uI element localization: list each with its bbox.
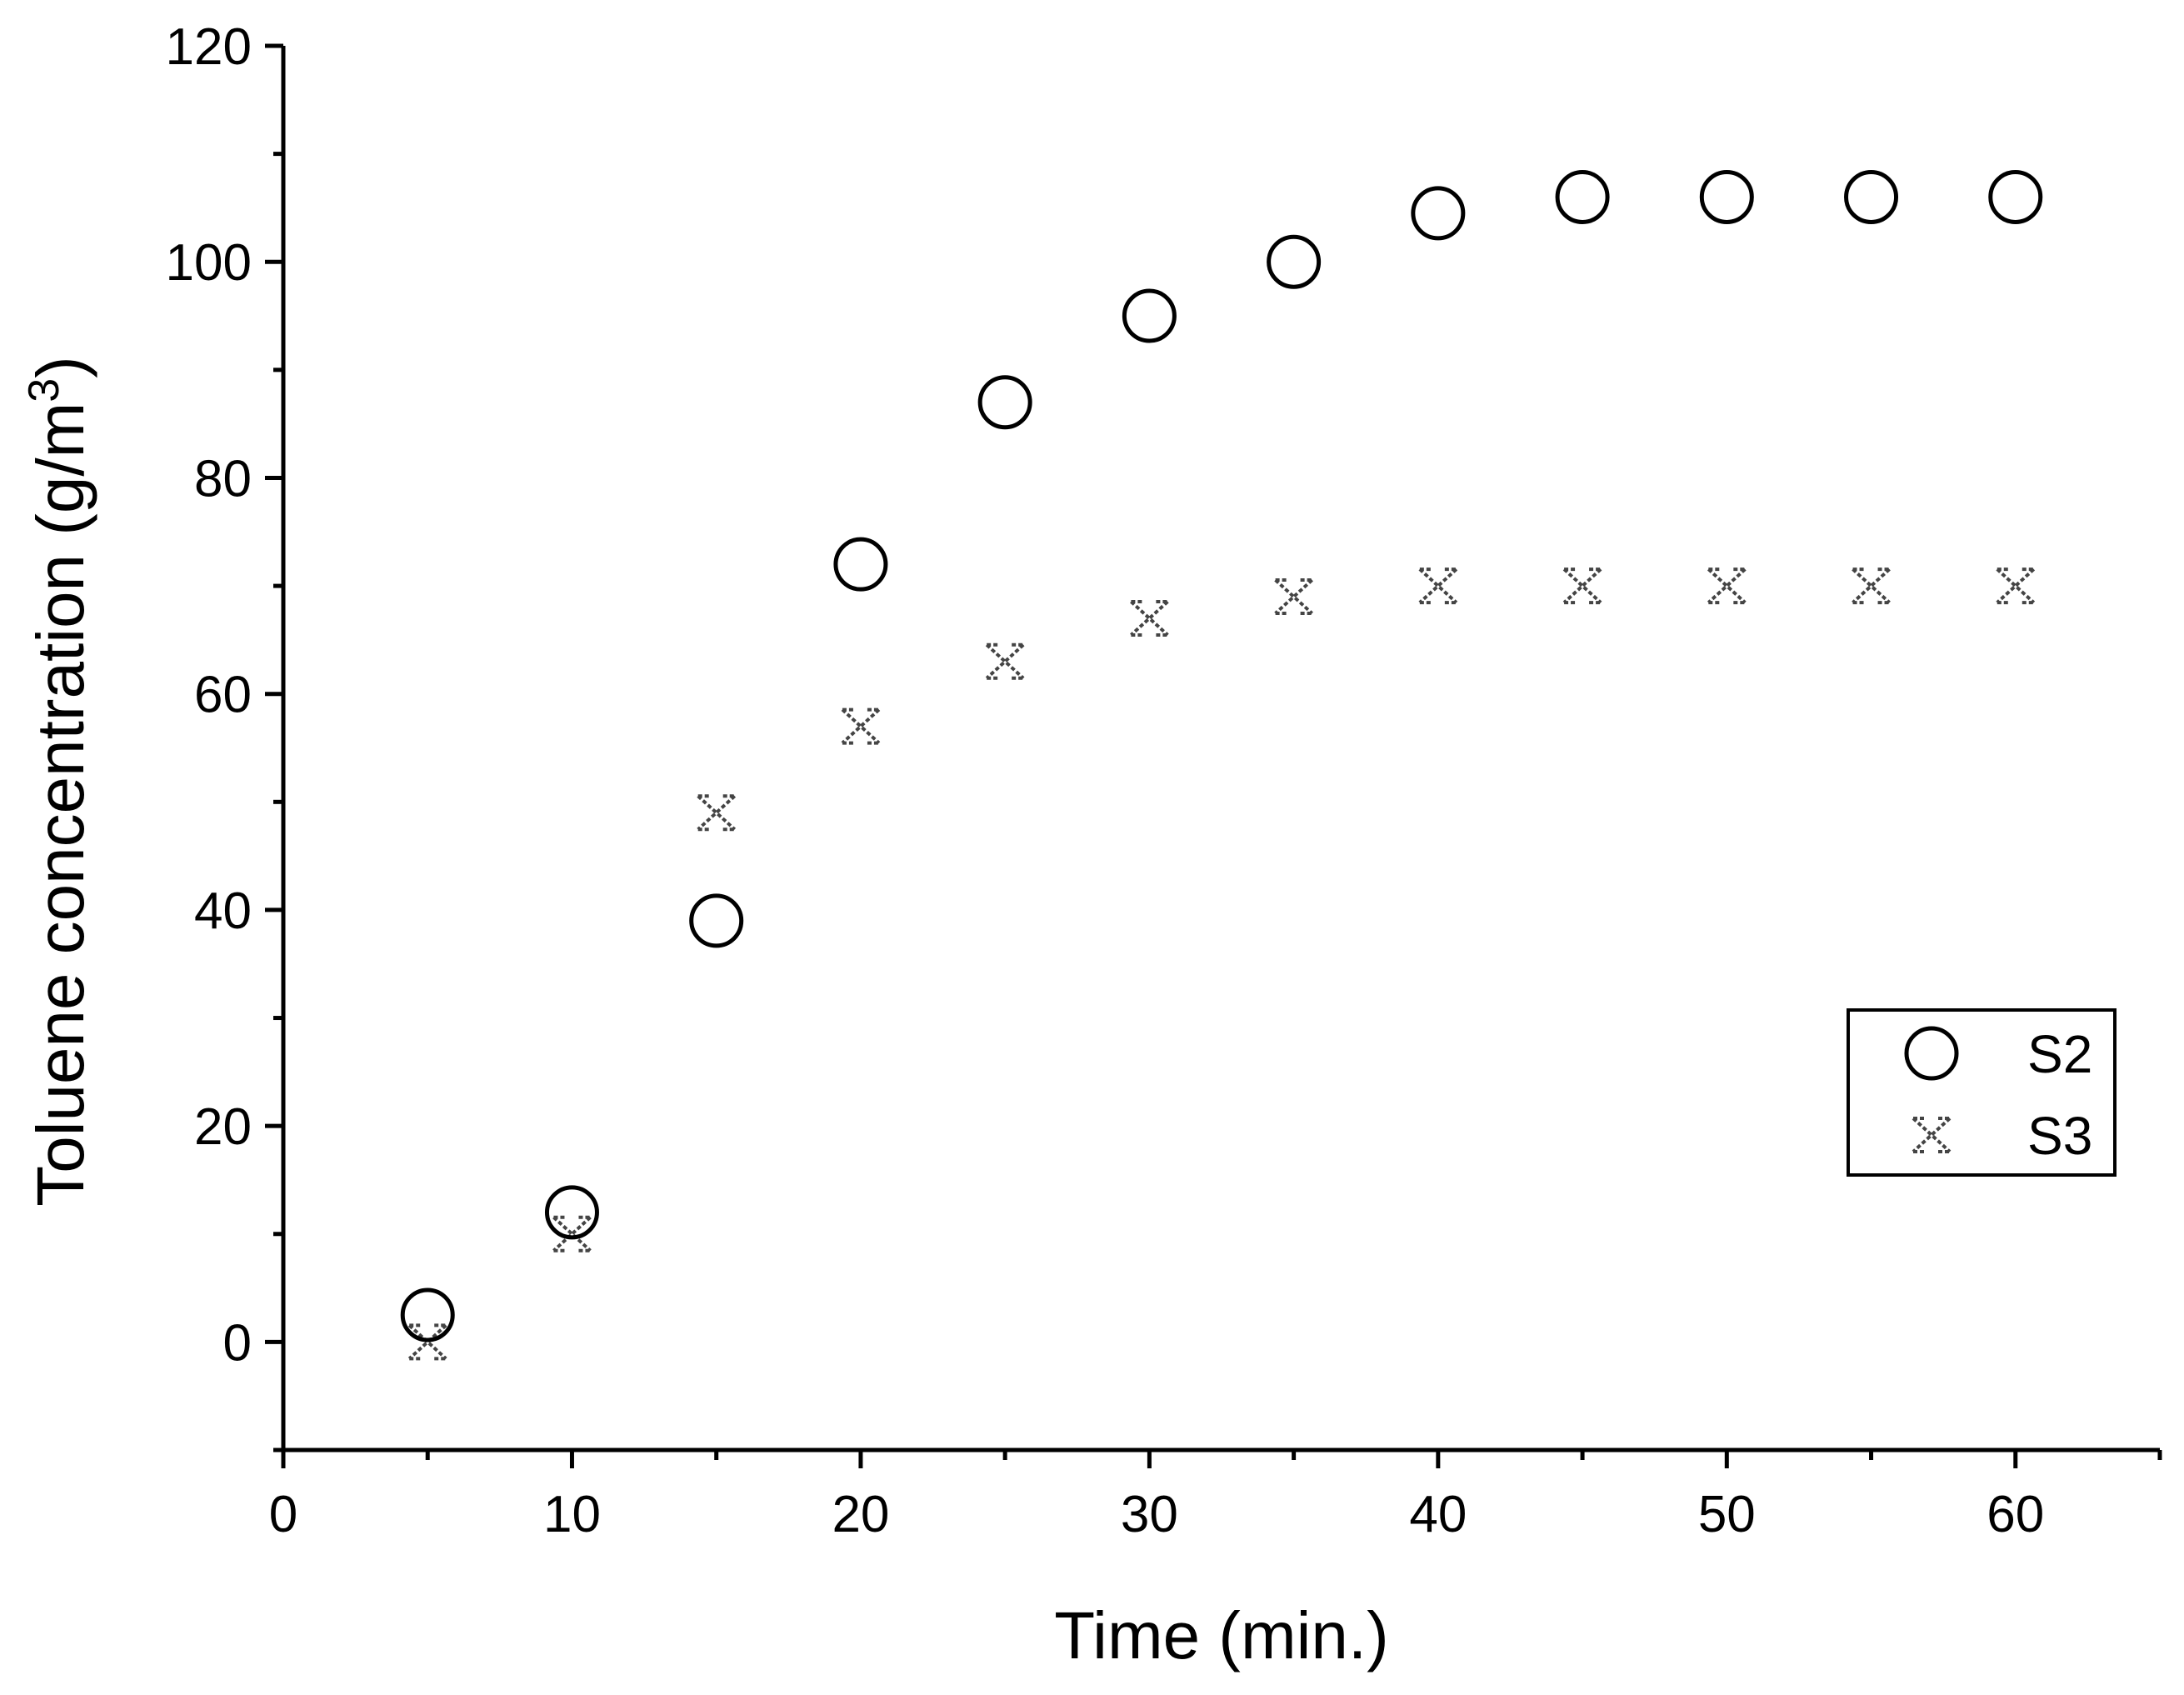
data-point-s3	[1418, 568, 1458, 605]
x-tick-label: 10	[543, 1486, 601, 1543]
legend-box	[1847, 1008, 2117, 1177]
y-tick-label: 40	[194, 882, 252, 940]
x-tick-label: 50	[1698, 1486, 1756, 1543]
legend-item-s3: S3	[1912, 1106, 2092, 1166]
cross-stroke	[1274, 578, 1313, 616]
cross-stroke	[841, 708, 881, 745]
y-tick-label: 120	[166, 18, 252, 76]
data-point-s2	[1988, 169, 2043, 224]
data-point-s3	[697, 794, 737, 832]
x-tick-label: 60	[1987, 1486, 2044, 1543]
data-point-s3	[1274, 578, 1313, 616]
data-point-s2	[544, 1185, 599, 1240]
cross-stroke	[1562, 568, 1602, 605]
series-s2	[400, 169, 2043, 1342]
cross-stroke	[697, 794, 737, 832]
data-point-s2	[1411, 186, 1466, 241]
data-point-s2	[1699, 169, 1754, 224]
cross-stroke	[1707, 568, 1747, 605]
series-s3	[407, 568, 2036, 1361]
legend-label: S3	[2027, 1106, 2092, 1166]
data-point-s2	[977, 375, 1032, 430]
legend-label: S2	[2027, 1024, 2092, 1084]
y-axis-title: Toluene concentration (g/m3)	[20, 356, 97, 1207]
cross-stroke	[1418, 568, 1458, 605]
data-point-s2	[400, 1288, 455, 1342]
data-point-s3	[1707, 568, 1747, 605]
cross-stroke	[1996, 568, 2036, 605]
data-point-s3	[1130, 599, 1169, 637]
axes: 0 10 20 30 40 50 60 0 20 40 60 80 100 120	[166, 18, 2162, 1543]
data-point-s2	[1555, 169, 1610, 224]
x-tick-label: 40	[1409, 1486, 1467, 1543]
x-tick-label: 20	[832, 1486, 889, 1543]
x-axis-title: Time (min.)	[1054, 1598, 1388, 1672]
cross-stroke	[985, 642, 1025, 680]
y-axis-title-superscript: 3	[20, 378, 68, 402]
data-point-s3	[1562, 568, 1602, 605]
data-series	[400, 169, 2043, 1361]
data-point-s3	[1852, 568, 1891, 605]
y-tick-label: 0	[223, 1314, 252, 1372]
x-tick-label: 30	[1121, 1486, 1178, 1543]
data-point-s2	[1267, 234, 1322, 289]
data-point-s2	[833, 537, 888, 592]
y-tick-label: 100	[166, 234, 252, 292]
legend-item-s2: S2	[1904, 1024, 2092, 1084]
data-point-s3	[985, 642, 1025, 680]
cross-stroke	[1130, 599, 1169, 637]
y-axis-ticks: 0 20 40 60 80 100 120	[166, 18, 283, 1452]
y-tick-label: 80	[194, 450, 252, 508]
y-tick-label: 20	[194, 1098, 252, 1156]
data-point-s2	[1122, 288, 1177, 343]
x-axis-ticks: 0 10 20 30 40 50 60	[269, 1450, 2162, 1543]
data-point-s2	[1844, 169, 1899, 224]
y-axis-title-close: )	[23, 356, 97, 378]
y-axis-title-text: Toluene concentration (g/m	[23, 402, 97, 1207]
data-point-s2	[689, 893, 744, 948]
y-tick-label: 60	[194, 667, 252, 724]
data-point-s3	[841, 708, 881, 745]
cross-stroke	[1852, 568, 1891, 605]
legend-marker-circle	[1904, 1026, 1959, 1081]
x-tick-label: 0	[269, 1486, 297, 1543]
data-point-s3	[1996, 568, 2036, 605]
